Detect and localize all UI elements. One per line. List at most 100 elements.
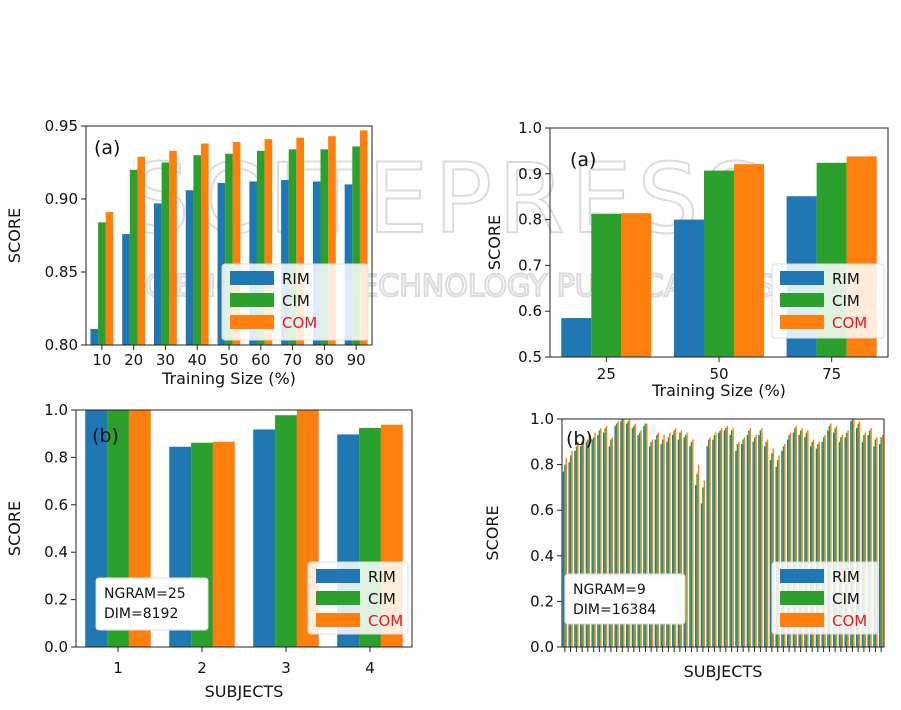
x-tick-label: 50: [219, 351, 238, 369]
bar-rim-50: [217, 182, 226, 345]
bar-cim-13: [633, 425, 635, 647]
bar-cim-7: [598, 430, 601, 647]
bar-com-17: [657, 432, 660, 647]
bar-com-80: [328, 136, 336, 345]
annotation-line: NGRAM=9: [573, 582, 646, 598]
annotation-line: DIM=8192: [104, 606, 178, 622]
bar-cim-25: [702, 487, 704, 647]
bar-com-21: [680, 430, 683, 647]
bar-rim-40: [185, 190, 194, 345]
legend-label-cim: CIM: [832, 292, 860, 310]
bar-com-44: [812, 439, 815, 647]
legend-label-com: COM: [282, 314, 317, 332]
x-tick-label: 70: [283, 351, 302, 369]
legend-swatch-rim: [780, 569, 824, 583]
bar-rim-56: [878, 444, 881, 647]
bar-rim-13: [631, 428, 634, 647]
bars: [562, 419, 884, 647]
bar-cim-34: [753, 437, 756, 647]
bar-com-16: [651, 439, 654, 647]
bar-rim-3: [253, 429, 276, 647]
bar-cim-31: [736, 444, 739, 647]
bar-cim-39: [782, 446, 785, 647]
legend-swatch-cim: [780, 591, 824, 605]
y-tick-label: 0.8: [518, 211, 542, 229]
bar-com-20: [137, 156, 146, 345]
y-tick-label: 0.6: [518, 302, 542, 320]
y-tick-label: 1.0: [530, 410, 554, 428]
bar-cim-28: [719, 430, 721, 647]
y-tick-label: 0.95: [45, 117, 78, 135]
bar-com-5: [588, 434, 591, 647]
y-tick-label: 0.4: [44, 543, 68, 561]
bar-rim-42: [798, 434, 800, 647]
bar-com-29: [726, 425, 729, 647]
bar-rim-44: [809, 446, 812, 647]
bar-cim-3: [275, 415, 297, 647]
bar-cim-1: [564, 464, 566, 647]
bar-com-6: [594, 432, 596, 647]
bar-rim-8: [602, 432, 605, 647]
x-tick-label: 60: [251, 351, 270, 369]
x-tick-label: 80: [315, 351, 334, 369]
bar-cim-11: [621, 419, 624, 647]
bar-rim-80: [312, 181, 321, 345]
bar-com-39: [784, 444, 786, 647]
x-axis-label: Training Size (%): [161, 369, 296, 388]
bar-com-13: [634, 423, 637, 647]
bar-com-60: [264, 139, 273, 345]
bar-com-22: [686, 432, 688, 647]
legend-swatch-cim: [316, 591, 360, 605]
bar-com-53: [864, 432, 867, 647]
y-tick-label: 0.5: [518, 348, 542, 366]
legend: RIM CIM COM: [307, 561, 409, 635]
x-tick-label: 10: [92, 351, 111, 369]
bar-cim-16: [650, 441, 652, 647]
x-tick-label: 4: [365, 659, 375, 677]
bar-cim-37: [771, 453, 773, 647]
bar-com-15: [646, 423, 648, 647]
bar-com-50: [734, 164, 765, 357]
legend-label-com: COM: [832, 314, 867, 332]
annotation-frame: [95, 577, 209, 631]
y-tick-label: 0.6: [44, 496, 68, 514]
bar-rim-3: [574, 450, 576, 647]
bar-com-37: [772, 448, 775, 647]
bar-com-7: [600, 428, 602, 647]
bar-rim-50: [844, 437, 846, 647]
bar-cim-55: [874, 439, 877, 647]
bar-com-20: [674, 428, 677, 647]
bar-com-41: [795, 425, 798, 647]
bar-com-34: [755, 434, 757, 647]
x-axis-label: SUBJECTS: [684, 662, 763, 681]
bar-cim-33: [748, 430, 750, 647]
bar-cim-38: [776, 460, 779, 647]
bar-com-36: [766, 439, 769, 647]
bar-rim-55: [873, 446, 875, 647]
bar-rim-11: [620, 421, 622, 647]
legend: RIM CIM COM: [221, 263, 369, 341]
bar-com-48: [835, 425, 838, 647]
bars: [90, 130, 368, 345]
bar-cim-45: [817, 444, 819, 647]
bar-rim-49: [838, 441, 841, 647]
bar-cim-53: [863, 434, 865, 647]
bar-rim-7: [597, 434, 599, 647]
bar-rim-30: [729, 434, 731, 647]
legend: RIM CIM COM: [771, 263, 885, 339]
bar-rim-38: [775, 466, 777, 647]
bar-cim-21: [679, 432, 681, 647]
bar-cim-50: [845, 432, 848, 647]
bar-cim-70: [288, 149, 297, 345]
y-tick-label: 0.90: [45, 190, 78, 208]
y-tick-label: 0.2: [44, 591, 68, 609]
bar-rim-52: [855, 428, 858, 647]
bar-rim-12: [625, 423, 628, 647]
annotation-line: NGRAM=25: [104, 586, 186, 602]
y-tick-label: 0.85: [45, 263, 78, 281]
bar-rim-5: [585, 441, 588, 647]
bar-com-38: [778, 455, 780, 647]
bar-com-30: [732, 428, 734, 647]
panel-label: (b): [92, 425, 119, 447]
